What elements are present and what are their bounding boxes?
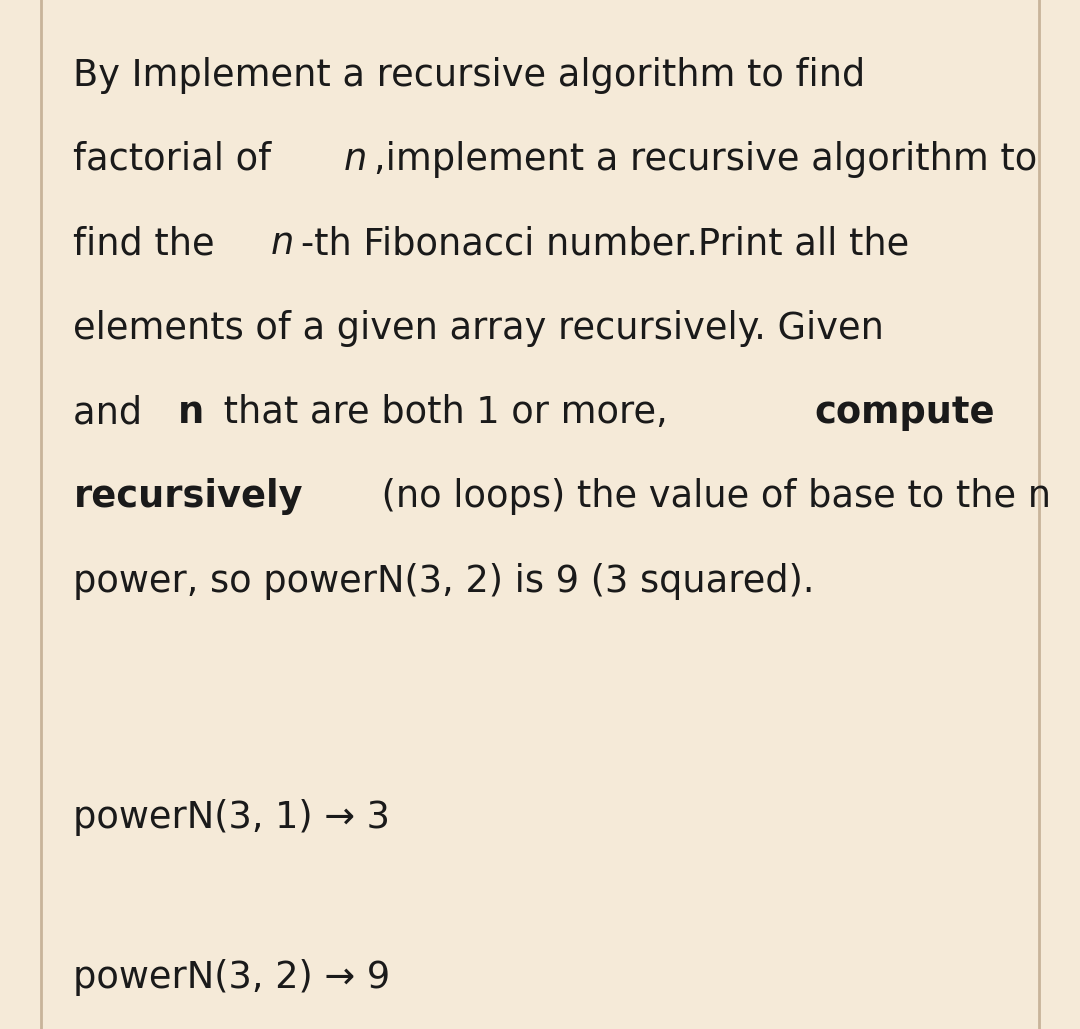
- Text: compute: compute: [814, 394, 995, 431]
- Text: power, so powerN(3, 2) is 9 (3 squared).: power, so powerN(3, 2) is 9 (3 squared).: [73, 563, 815, 600]
- Text: powerN(3, 1) → 3: powerN(3, 1) → 3: [73, 800, 391, 837]
- Text: By Implement a recursive algorithm to find: By Implement a recursive algorithm to fi…: [73, 57, 866, 94]
- Text: recursively: recursively: [73, 478, 303, 516]
- Text: n: n: [177, 394, 204, 431]
- Text: ,implement a recursive algorithm to: ,implement a recursive algorithm to: [374, 141, 1037, 178]
- Text: elements of a given array recursively. Given: elements of a given array recursively. G…: [73, 310, 896, 347]
- Text: factorial of: factorial of: [73, 141, 283, 178]
- Text: find the: find the: [73, 225, 227, 262]
- Text: powerN(3, 2) → 9: powerN(3, 2) → 9: [73, 959, 391, 996]
- Text: n: n: [345, 141, 367, 178]
- Text: n: n: [271, 225, 295, 262]
- Text: that are both 1 or more,: that are both 1 or more,: [212, 394, 679, 431]
- Text: and: and: [73, 394, 154, 431]
- Text: (no loops) the value of base to the n: (no loops) the value of base to the n: [369, 478, 1051, 516]
- Text: -th Fibonacci number.Print all the: -th Fibonacci number.Print all the: [301, 225, 909, 262]
